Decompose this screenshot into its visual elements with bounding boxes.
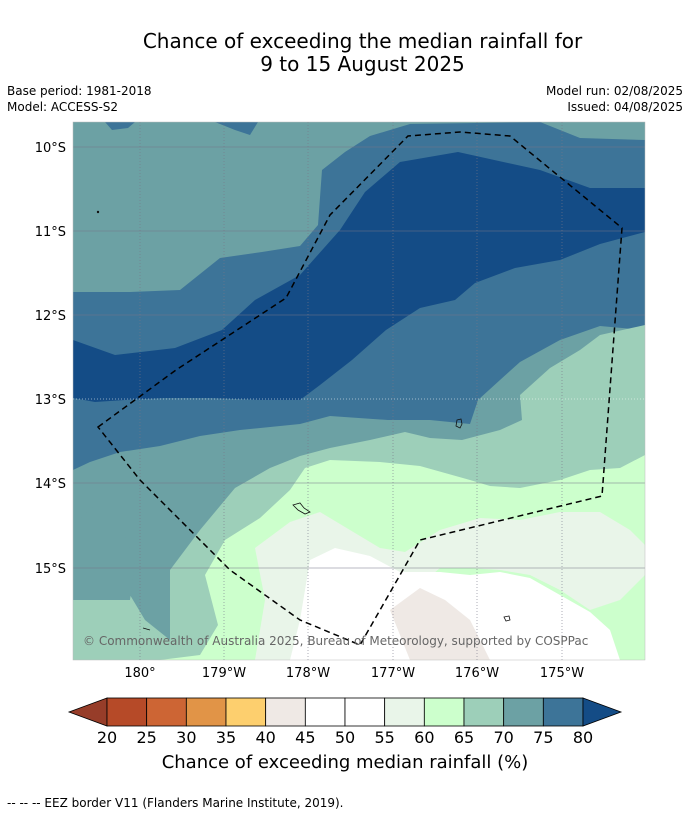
colorbar-tick-label: 60 [414,728,434,747]
colorbar-tick-label: 65 [454,728,474,747]
colorbar-segment [106,697,148,727]
colorbar-tick-label: 80 [573,728,593,747]
map-gridlines [73,122,645,660]
colorbar-tick-label: 20 [97,728,117,747]
lat-label: 10°S [35,141,66,156]
colorbar-tick-label: 50 [335,728,355,747]
colorbar-under-arrow [67,697,108,727]
lon-label: 178°W [286,666,330,681]
issued-date: Issued: 04/08/2025 [567,100,683,114]
colorbar-tick-label: 30 [176,728,196,747]
model-run: Model run: 02/08/2025 [545,84,683,98]
colorbar-tick-label: 70 [493,728,513,747]
colorbar-label: Chance of exceeding median rainfall (%) [161,752,529,773]
lat-label: 11°S [35,225,66,240]
colorbar-tick-label: 40 [255,728,275,747]
colorbar-tick-label: 55 [374,728,394,747]
colorbar-segment [265,697,306,727]
copyright-text: © Commonwealth of Australia 2025, Bureau… [83,634,588,648]
colorbar-tick-label: 75 [533,728,553,747]
lon-label: 175°W [540,666,584,681]
colorbar-over-arrow [582,697,623,727]
region-45-55 [290,548,620,660]
colorbar-segment [185,697,227,727]
islands [96,210,511,631]
meta-left: Base period: 1981-2018 Model: ACCESS-S2 [7,83,152,115]
colorbar-tick-label: 35 [216,728,236,747]
colorbar [67,697,623,727]
colorbar-segment [423,697,465,727]
lat-labels: 10°S 11°S 12°S 13°S 14°S 15°S [35,141,66,577]
map-contours [73,122,645,660]
colorbar-segment [304,697,346,727]
base-period: Base period: 1981-2018 [7,84,152,98]
title-line-2: 9 to 15 August 2025 [260,52,465,76]
colorbar-tick-label: 25 [136,728,156,747]
meta-right: Model run: 02/08/2025 Issued: 04/08/2025 [546,83,683,115]
region-80-plus [73,152,645,402]
lat-label: 12°S [35,309,66,324]
chart-title: Chance of exceeding the median rainfall … [0,30,690,76]
lat-label: 14°S [35,477,66,492]
model-name: Model: ACCESS-S2 [7,100,119,114]
eez-border [96,131,623,646]
lon-label: 176°W [455,666,499,681]
colorbar-segment [463,697,505,727]
lon-label: 179°W [202,666,246,681]
colorbar-segment [542,697,584,727]
lat-label: 13°S [35,393,66,408]
colorbar-segment [503,697,544,727]
lon-labels: 180° 179°W 178°W 177°W 176°W 175°W [124,666,584,681]
colorbar-tick-label: 45 [295,728,315,747]
lon-label: 180° [124,666,155,681]
title-line-1: Chance of exceeding the median rainfall … [142,29,583,53]
colorbar-ticks: 20 25 30 35 40 45 50 55 60 65 70 75 80 [97,728,593,747]
colorbar-segment [344,697,386,727]
colorbar-segment [384,697,425,727]
region-40-45 [390,588,490,660]
lon-label: 177°W [371,666,415,681]
lat-label: 15°S [35,562,66,577]
colorbar-segment [225,697,267,727]
footnote: -- -- -- EEZ border V11 (Flanders Marine… [7,796,344,810]
colorbar-segment [146,697,187,727]
